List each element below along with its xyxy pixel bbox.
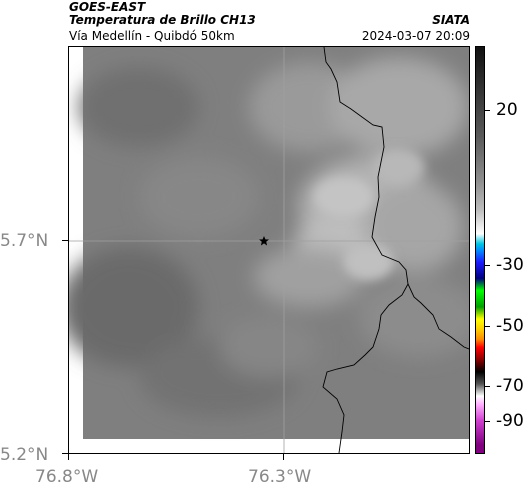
x-tick-mark <box>68 454 69 460</box>
x-tick-mark <box>283 454 284 460</box>
colorbar-label: -70 <box>496 376 524 396</box>
satellite-title: GOES-EAST <box>69 0 146 14</box>
region-subtitle: Vía Medellín - Quibdó 50km <box>69 29 235 43</box>
colorbar-label: -90 <box>496 411 524 431</box>
product-title: Temperatura de Brillo CH13 <box>69 13 256 27</box>
y-tick-mark <box>62 240 68 241</box>
x-tick-label: 76.3°W <box>248 467 312 487</box>
colorbar-tick <box>485 110 490 111</box>
colorbar-tick <box>485 386 490 387</box>
y-tick-label: 5.2°N <box>0 445 49 465</box>
colorbar-tick <box>485 265 490 266</box>
organization-label: SIATA <box>432 13 470 27</box>
y-tick-label: 5.7°N <box>0 231 49 251</box>
colorbar <box>475 46 485 454</box>
y-tick-mark <box>62 453 68 454</box>
star-icon <box>259 236 269 246</box>
map-panel[interactable] <box>68 46 470 454</box>
colorbar-label: -30 <box>496 255 524 275</box>
colorbar-tick <box>485 421 490 422</box>
satellite-image <box>69 47 469 453</box>
colorbar-label: 20 <box>496 100 518 120</box>
boundary-line <box>322 47 409 453</box>
colorbar-tick <box>485 326 490 327</box>
boundary-line <box>407 283 469 350</box>
timestamp-label: 2024-03-07 20:09 <box>361 29 470 43</box>
colorbar-label: -50 <box>496 316 524 336</box>
x-tick-label: 76.8°W <box>35 467 99 487</box>
